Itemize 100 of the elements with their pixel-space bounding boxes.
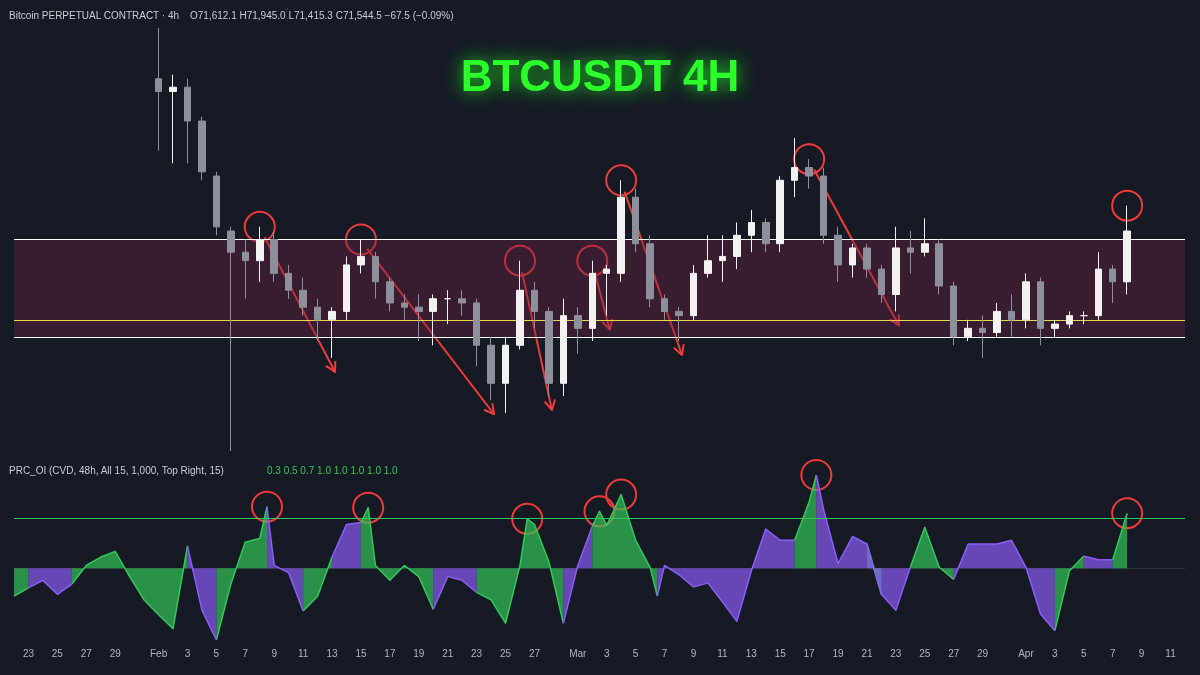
x-tick-label: Apr	[1018, 647, 1035, 659]
x-tick-label: 27	[80, 647, 93, 659]
candlestick	[589, 260, 596, 342]
candlestick	[892, 226, 900, 312]
x-tick-label: 19	[832, 647, 845, 659]
candlestick	[820, 167, 827, 245]
text: BTCUSDT 4H	[460, 50, 740, 100]
candlestick	[950, 281, 957, 346]
candlestick	[805, 158, 813, 190]
candlestick	[444, 289, 451, 325]
candlestick	[964, 319, 972, 342]
candlestick	[502, 336, 509, 414]
x-tick-label: 25	[499, 647, 512, 659]
text: O71,612.1 H71,945.0 L71,415.3 C71,544.5 −67.5 (−0.09%)	[190, 9, 454, 21]
candlestick	[1022, 272, 1030, 329]
candlestick	[429, 293, 437, 346]
candlestick	[184, 78, 191, 164]
x-tick-label: 27	[528, 647, 541, 659]
x-tick-label: 5	[213, 647, 220, 659]
candlestick	[458, 289, 466, 317]
candlestick	[227, 226, 235, 452]
candlestick	[531, 281, 538, 329]
candlestick	[213, 171, 220, 236]
candlestick	[878, 264, 885, 304]
candlestick	[270, 230, 278, 283]
x-tick-label: 25	[51, 647, 64, 659]
x-tick-label: 9	[690, 647, 697, 659]
candlestick	[646, 234, 654, 308]
candlestick	[357, 239, 365, 274]
annotation: 0.3 0.5 0.7 1.0 1.0 1.0 1.0 1.0	[267, 464, 399, 476]
candlestick	[169, 74, 177, 164]
x-tick-label: 11	[1165, 647, 1177, 659]
candlestick	[574, 306, 582, 355]
chart-subtitle: Bitcoin PERPETUAL CONTRACT · 4h	[9, 9, 180, 21]
x-tick-label: 3	[1052, 647, 1059, 659]
candlestick	[719, 234, 726, 283]
candlestick	[285, 264, 292, 300]
candlestick	[314, 298, 321, 342]
candlestick	[603, 264, 610, 317]
candlestick	[487, 336, 495, 401]
x-tick-label: 15	[774, 647, 787, 659]
candlestick	[921, 217, 929, 257]
x-tick-label: 7	[661, 647, 668, 659]
candlestick	[776, 175, 784, 253]
candlestick	[545, 306, 553, 397]
x-tick-label: 23	[890, 647, 902, 659]
candlestick	[993, 302, 1001, 338]
candlestick	[198, 116, 206, 181]
candlestick	[516, 260, 524, 350]
x-tick-label: 15	[355, 647, 367, 659]
candlestick	[560, 298, 567, 397]
x-tick-label: 23	[22, 647, 35, 659]
x-tick-label: 5	[1081, 647, 1088, 659]
candlestick	[1095, 251, 1102, 321]
x-tick-label: 17	[384, 647, 396, 659]
x-tick-label: 9	[271, 647, 278, 659]
candlestick	[617, 179, 625, 283]
x-tick-label: 11	[297, 647, 309, 659]
candlestick	[762, 217, 770, 253]
x-tick-label: 5	[632, 647, 639, 659]
candlestick	[979, 315, 986, 359]
x-tick-label: 13	[326, 647, 339, 659]
candlestick	[748, 209, 755, 253]
candlestick	[1008, 293, 1015, 338]
candlestick	[690, 264, 697, 321]
x-tick-label: 29	[977, 647, 989, 659]
candlestick	[863, 243, 871, 279]
candlestick	[1051, 319, 1059, 338]
x-tick-label: 3	[184, 647, 191, 659]
candlestick	[834, 226, 842, 283]
candlestick	[907, 230, 914, 274]
candlestick	[849, 243, 856, 279]
candlestick	[1123, 205, 1131, 295]
x-tick-label: 29	[109, 647, 122, 659]
x-tick-label: Mar	[569, 647, 588, 659]
candlestick	[632, 188, 639, 253]
x-tick-label: 27	[948, 647, 960, 659]
candlestick	[299, 277, 307, 317]
candlestick	[1037, 277, 1044, 346]
candlestick	[733, 222, 741, 270]
candlestick	[791, 137, 798, 198]
candlestick	[704, 234, 712, 279]
x-tick-label: 23	[471, 647, 483, 659]
candlestick	[1080, 310, 1088, 325]
candlestick	[372, 251, 379, 300]
x-tick-label: 17	[803, 647, 816, 659]
candlestick	[386, 277, 394, 312]
x-tick-label: 3	[603, 647, 610, 659]
candlestick	[1066, 310, 1073, 329]
candlestick	[155, 27, 162, 152]
candlestick	[401, 293, 408, 321]
x-tick-label: 13	[745, 647, 758, 659]
candlestick	[661, 293, 668, 321]
x-tick-label: 11	[717, 647, 729, 659]
candlestick	[935, 239, 943, 295]
candlestick	[256, 226, 264, 283]
candlestick	[473, 298, 480, 367]
x-tick-label: 25	[919, 647, 931, 659]
x-tick-label: 7	[1109, 647, 1116, 659]
chart-title: PRC_OI (CVD, 48h, All 15, 1,000, Top Right, 15)	[9, 464, 224, 476]
